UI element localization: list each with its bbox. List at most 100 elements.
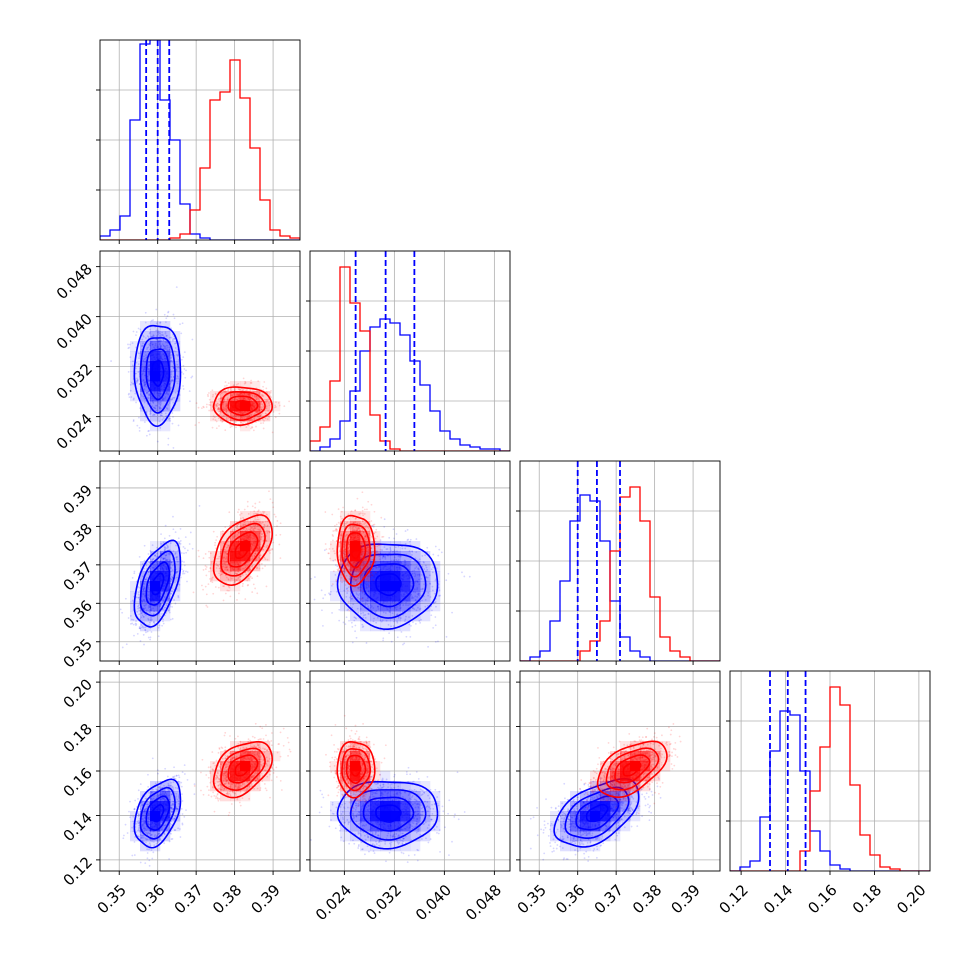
density-cell: [370, 601, 381, 612]
scatter-point: [232, 536, 235, 539]
scatter-point: [222, 585, 225, 588]
scatter-point: [274, 416, 277, 419]
scatter-point: [236, 572, 238, 575]
scatter-point: [137, 586, 140, 588]
scatter-point: [132, 382, 135, 385]
scatter-point: [254, 553, 257, 555]
scatter-point: [167, 403, 170, 406]
scatter-point: [425, 575, 428, 578]
scatter-point: [345, 616, 348, 619]
scatter-point: [139, 352, 142, 354]
scatter-point: [204, 585, 207, 588]
scatter-point: [393, 549, 396, 552]
scatter-point: [228, 571, 230, 574]
scatter-point: [251, 418, 254, 421]
scatter-point: [266, 558, 269, 561]
scatter-point: [251, 591, 254, 593]
scatter-point: [175, 571, 178, 573]
scatter-point: [418, 568, 420, 571]
scatter-point: [360, 574, 362, 577]
scatter-point: [429, 596, 432, 598]
scatter-point: [257, 528, 260, 531]
density-cell: [230, 381, 241, 392]
density-cell: [140, 351, 151, 362]
scatter-point: [168, 346, 171, 349]
scatter-point: [227, 589, 230, 592]
scatter-point: [247, 571, 250, 573]
scatter-point: [380, 620, 383, 623]
scatter-point: [135, 624, 137, 627]
scatter-point: [226, 566, 229, 568]
scatter-point: [174, 581, 176, 584]
scatter-point: [247, 512, 250, 515]
scatter-point: [343, 568, 346, 570]
scatter-point: [127, 617, 130, 619]
density-cell: [160, 361, 171, 372]
y-tick-label: 0.024: [53, 410, 96, 453]
scatter-point: [354, 586, 356, 589]
scatter-point: [158, 407, 161, 410]
density-cell: [400, 561, 411, 572]
density-cell: [130, 581, 141, 592]
density-cell: [390, 561, 401, 572]
scatter-point: [169, 419, 172, 422]
scatter-point: [257, 524, 259, 527]
scatter-point: [398, 555, 401, 558]
scatter-point: [451, 611, 453, 614]
scatter-point: [183, 552, 185, 555]
scatter-point: [151, 559, 154, 561]
scatter-point: [256, 396, 258, 399]
scatter-point: [157, 330, 160, 333]
scatter-point: [164, 547, 166, 550]
scatter-point: [142, 626, 145, 629]
scatter-point: [265, 401, 267, 404]
scatter-point: [170, 359, 173, 362]
scatter-point: [170, 373, 173, 376]
scatter-point: [264, 412, 267, 415]
scatter-point: [119, 608, 122, 611]
scatter-point: [143, 544, 146, 547]
scatter-point: [217, 586, 220, 589]
contour-line: [145, 348, 171, 401]
scatter-point: [396, 613, 399, 616]
scatter-point: [183, 368, 186, 370]
scatter-point: [169, 618, 172, 621]
scatter-point: [267, 402, 270, 404]
scatter-point: [138, 429, 141, 432]
scatter-point: [144, 311, 147, 314]
scatter-point: [415, 538, 418, 540]
scatter-point: [132, 398, 135, 401]
scatter-point: [331, 612, 333, 614]
scatter-point: [185, 570, 187, 573]
scatter-point: [268, 415, 271, 418]
density-cell: [360, 621, 371, 632]
scatter-point: [361, 623, 364, 626]
scatter-point: [242, 377, 245, 380]
scatter-point: [401, 601, 404, 604]
scatter-point: [138, 613, 141, 616]
scatter-point: [255, 410, 258, 413]
scatter-point: [131, 622, 134, 625]
scatter-point: [242, 567, 245, 570]
scatter-point: [160, 345, 163, 348]
scatter-point: [255, 411, 258, 414]
scatter-point: [204, 553, 207, 555]
scatter-point: [240, 575, 242, 578]
scatter-point: [262, 404, 265, 407]
scatter-point: [182, 356, 185, 358]
scatter-point: [267, 399, 269, 402]
scatter-point: [155, 409, 158, 412]
scatter-point: [163, 537, 166, 540]
scatter-point: [176, 382, 179, 385]
scatter-point: [439, 594, 442, 597]
scatter-point: [164, 341, 167, 344]
density-cell: [160, 541, 171, 552]
scatter-point: [351, 606, 354, 609]
scatter-point: [399, 555, 402, 558]
scatter-point: [151, 618, 153, 621]
scatter-point: [277, 401, 280, 404]
density-cell: [150, 331, 161, 342]
contour-line: [151, 572, 165, 596]
scatter-point: [127, 370, 130, 373]
scatter-point: [170, 327, 173, 330]
